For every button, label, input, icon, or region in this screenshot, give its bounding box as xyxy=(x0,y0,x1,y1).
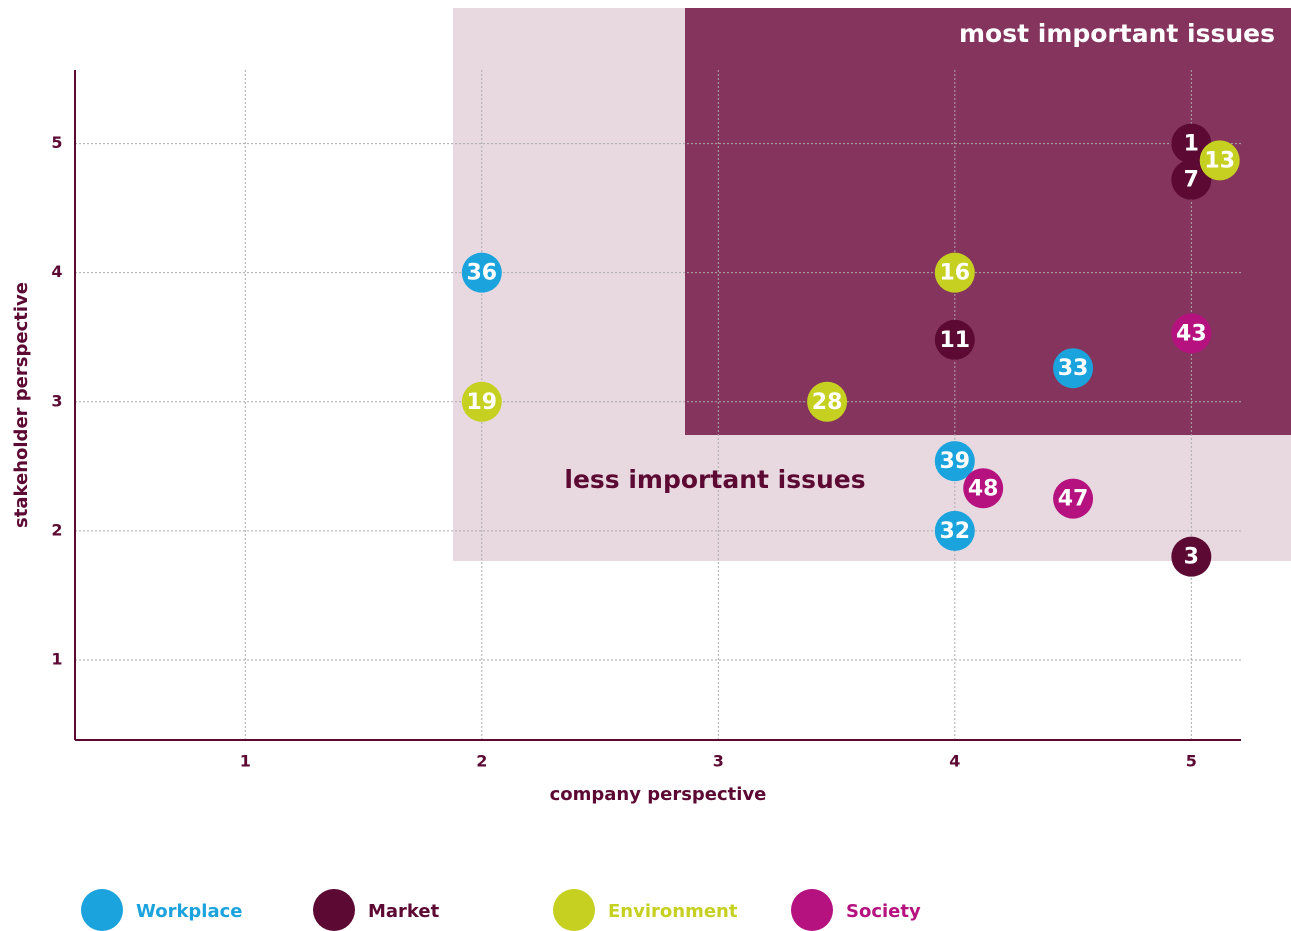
point xyxy=(934,441,975,482)
legend: Workplace Market Environment Society xyxy=(81,889,921,931)
x-tick-label: 5 xyxy=(1186,752,1197,771)
y-axis-label: stakeholder perspective xyxy=(11,282,32,528)
x-tick-label: 4 xyxy=(949,752,960,771)
legend-label: Society xyxy=(846,901,921,922)
point xyxy=(1199,140,1240,181)
point xyxy=(461,381,502,422)
point xyxy=(934,510,975,551)
point xyxy=(1171,159,1212,200)
y-tick-label: 2 xyxy=(51,520,62,539)
y-tick-label: 3 xyxy=(51,391,62,410)
legend-marker xyxy=(81,889,123,931)
y-tick-label: 4 xyxy=(51,262,62,281)
points: 36 33 39 32 1 7 11 3 13 16 19 28 43 48 47 xyxy=(461,123,1240,577)
point-label: 16 xyxy=(940,261,971,286)
point xyxy=(1171,536,1212,577)
x-tick-label: 2 xyxy=(476,752,487,771)
point-label: 48 xyxy=(968,476,999,501)
annotation: most important issues xyxy=(959,19,1275,48)
x-tick-label: 3 xyxy=(713,752,724,771)
point xyxy=(1053,478,1094,519)
legend-label: Market xyxy=(368,901,440,922)
point-label: 39 xyxy=(940,449,971,474)
point xyxy=(807,381,848,422)
point-label: 7 xyxy=(1184,168,1199,193)
legend-label: Environment xyxy=(608,901,738,922)
point xyxy=(934,252,975,293)
legend-marker xyxy=(553,889,595,931)
point xyxy=(934,319,975,360)
point xyxy=(1053,348,1094,389)
point-label: 1 xyxy=(1184,132,1199,157)
point-label: 19 xyxy=(466,390,497,415)
y-tick-label: 5 xyxy=(51,133,62,152)
point xyxy=(963,468,1004,509)
point-label: 3 xyxy=(1184,545,1199,570)
x-tick-label: 1 xyxy=(240,752,251,771)
point xyxy=(1171,313,1212,354)
x-axis-label: company perspective xyxy=(550,784,767,805)
most-important-region xyxy=(685,8,1291,435)
legend-marker xyxy=(313,889,355,931)
point-label: 36 xyxy=(466,261,497,286)
point-label: 13 xyxy=(1204,148,1235,173)
point xyxy=(461,252,502,293)
point-label: 33 xyxy=(1058,356,1089,381)
legend-marker xyxy=(791,889,833,931)
point-label: 11 xyxy=(940,328,971,353)
point-label: 32 xyxy=(940,519,971,544)
annotation: less important issues xyxy=(564,465,865,494)
point-label: 28 xyxy=(812,390,843,415)
y-tick-label: 1 xyxy=(51,649,62,668)
legend-label: Workplace xyxy=(136,901,243,922)
point-label: 43 xyxy=(1176,321,1207,346)
point-label: 47 xyxy=(1058,487,1089,512)
